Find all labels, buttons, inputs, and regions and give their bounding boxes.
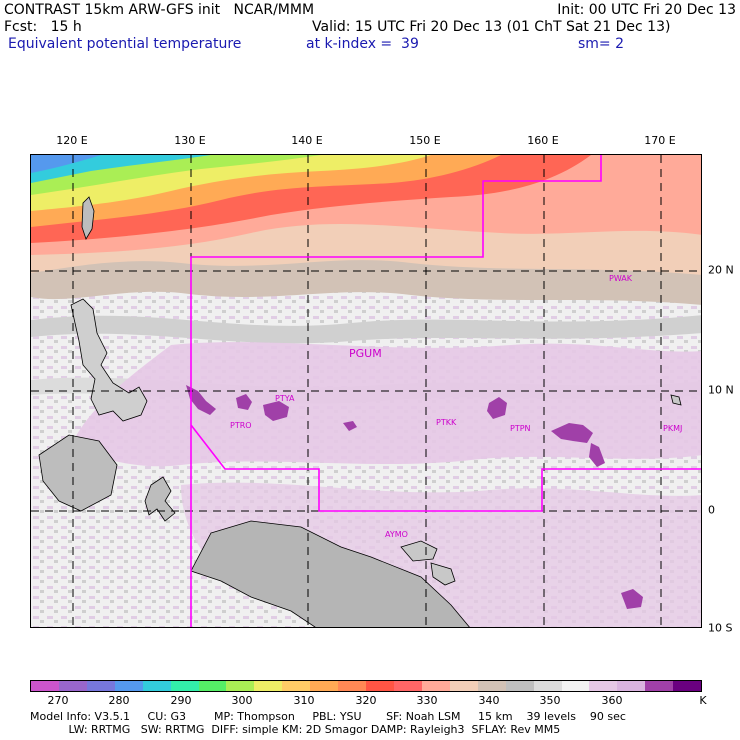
model-info-line1: Model Info: V3.5.1 CU: G3 MP: Thompson P… [30, 710, 626, 723]
colorbar-segment [31, 681, 59, 691]
field-name: Equivalent potential temperature [8, 36, 242, 52]
lat-label-eq: 0 [708, 503, 715, 517]
region-label-ptya: PTYA [275, 394, 295, 403]
lat-label-10n: 10 N [708, 383, 734, 397]
lon-label-140: 140 E [291, 134, 323, 147]
colorbar-label-330: 330 [416, 694, 438, 707]
field-streak-grey [31, 315, 701, 344]
landmass-philippines [70, 298, 148, 422]
map-panel: PGUM PTYA PTRO PTKK PTPN PKMJ PWAK AYMO [30, 154, 702, 628]
deep-convection-cell [236, 394, 252, 410]
colorbar-segment [449, 681, 478, 691]
colorbar-segment [226, 681, 255, 691]
region-label-pgum: PGUM [349, 347, 382, 360]
colorbar-label-300: 300 [231, 694, 253, 707]
theta-e-map: PGUM PTYA PTRO PTKK PTPN PKMJ PWAK AYMO [31, 155, 701, 627]
landmass-borneo [38, 434, 118, 512]
region-label-ptro: PTRO [230, 421, 252, 430]
model-info-line2: LW: RRTMG SW: RRTMG DIFF: simple KM: 2D … [30, 723, 561, 736]
landmass-taiwan [81, 196, 95, 240]
colorbar-segment [254, 681, 283, 691]
region-label-ptkk: PTKK [436, 418, 457, 427]
colorbar-label-290: 290 [170, 694, 192, 707]
field-zone-365 [71, 342, 701, 467]
colorbar-label-320: 320 [355, 694, 377, 707]
lon-label-160: 160 E [527, 134, 559, 147]
colorbar-label-340: 340 [478, 694, 500, 707]
colorbar [30, 680, 702, 692]
deep-convection-cell [487, 397, 507, 419]
deep-convection-cell [589, 443, 605, 467]
colorbar-segment [114, 681, 143, 691]
colorbar-label-350: 350 [539, 694, 561, 707]
colorbar-segment [393, 681, 422, 691]
colorbar-label-280: 280 [108, 694, 130, 707]
lon-label-150: 150 E [409, 134, 441, 147]
deep-convection-cell [343, 421, 357, 431]
colorbar-segment [589, 681, 618, 691]
colorbar-segment [338, 681, 367, 691]
lon-label-170: 170 E [644, 134, 676, 147]
colorbar-segment [142, 681, 171, 691]
lat-label-10s: 10 S [708, 621, 733, 635]
deep-convection-cell [263, 401, 289, 421]
colorbar-label-270: 270 [47, 694, 69, 707]
colorbar-segment [645, 681, 674, 691]
colorbar-segment [505, 681, 534, 691]
deep-convection-cell [621, 589, 643, 609]
smoothing-info: sm= 2 [578, 36, 625, 52]
colorbar-segment [58, 681, 87, 691]
colorbar-segment [673, 681, 702, 691]
colorbar-unit: K [699, 694, 707, 707]
colorbar-segment [421, 681, 450, 691]
field-band-280 [31, 155, 101, 173]
landmass-sulawesi [144, 476, 176, 522]
landmass-island [670, 394, 682, 406]
colorbar-segment [533, 681, 562, 691]
product-title: CONTRAST 15km ARW-GFS init NCAR/MMM [4, 2, 315, 18]
landmass-new-guinea [190, 520, 470, 627]
colorbar-segment [366, 681, 394, 691]
forecast-hour: Fcst: 15 h [4, 19, 82, 35]
colorbar-label-360: 360 [601, 694, 623, 707]
deep-convection-cell [186, 385, 216, 415]
landmass-island [400, 540, 438, 562]
region-label-ptpn: PTPN [510, 424, 531, 433]
colorbar-label-310: 310 [293, 694, 315, 707]
region-label-pwak: PWAK [609, 274, 633, 283]
region-label-aymo: AYMO [385, 530, 408, 539]
valid-time: Valid: 15 UTC Fri 20 Dec 13 (01 ChT Sat … [312, 19, 671, 35]
colorbar-segment [282, 681, 311, 691]
lat-label-20n: 20 N [708, 263, 734, 277]
colorbar-segment [617, 681, 646, 691]
level-info: at k-index = 39 [306, 36, 419, 52]
deep-convection-cell [551, 423, 593, 443]
colorbar-segment [310, 681, 339, 691]
region-boundary [190, 155, 701, 627]
lon-label-130: 130 E [174, 134, 206, 147]
region-label-pkmj: PKMJ [663, 424, 682, 433]
colorbar-segment [477, 681, 506, 691]
colorbar-segment [86, 681, 115, 691]
colorbar-segment [198, 681, 227, 691]
colorbar-segment [170, 681, 199, 691]
landmass-island [430, 562, 456, 586]
init-time: Init: 00 UTC Fri 20 Dec 13 [557, 2, 736, 18]
colorbar-segment [561, 681, 590, 691]
lon-label-120: 120 E [56, 134, 88, 147]
